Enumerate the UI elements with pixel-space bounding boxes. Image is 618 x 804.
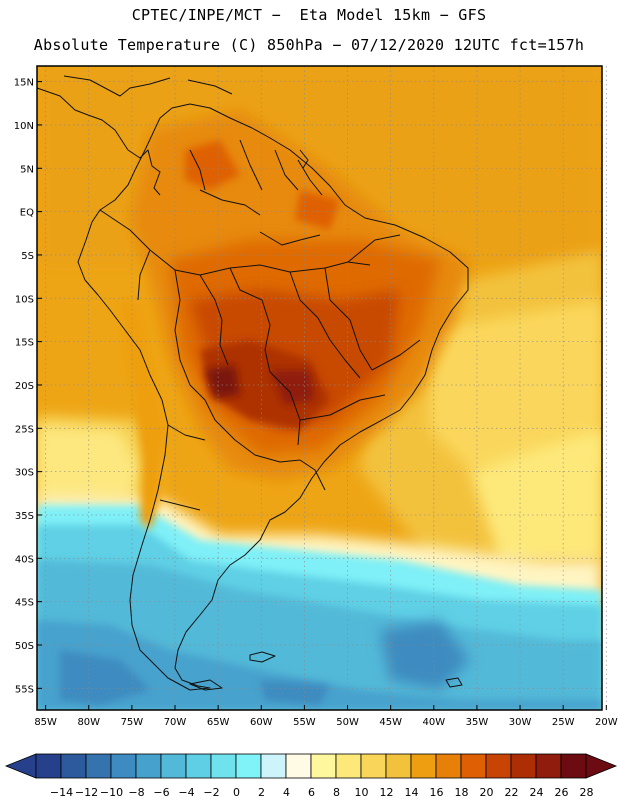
colorbar-box bbox=[385, 753, 412, 779]
colorbar-label: 24 bbox=[530, 786, 544, 799]
colorbar-label: 4 bbox=[283, 786, 290, 799]
lon-label: 20W bbox=[595, 717, 618, 728]
lon-label: 65W bbox=[207, 717, 230, 728]
lat-label: 10N bbox=[14, 121, 34, 132]
lon-label: 50W bbox=[336, 717, 359, 728]
lat-label: 20S bbox=[15, 381, 34, 392]
lon-label: 30W bbox=[509, 717, 532, 728]
lon-label: 40W bbox=[422, 717, 445, 728]
colorbar-label: 20 bbox=[480, 786, 494, 799]
colorbar-box bbox=[260, 753, 287, 779]
plot-frame bbox=[36, 65, 603, 711]
colorbar-label: 12 bbox=[380, 786, 394, 799]
lon-label: 85W bbox=[34, 717, 57, 728]
colorbar-box bbox=[160, 753, 187, 779]
lat-label: 25S bbox=[15, 424, 34, 435]
colorbar-box bbox=[85, 753, 112, 779]
colorbar-box bbox=[335, 753, 362, 779]
colorbar-box bbox=[210, 753, 237, 779]
colorbar-label: 6 bbox=[308, 786, 315, 799]
chart-title-line-2: Absolute Temperature (C) 850hPa − 07/12/… bbox=[33, 36, 585, 54]
colorbar-label: 16 bbox=[430, 786, 444, 799]
colorbar-box bbox=[510, 753, 537, 779]
colorbar-label: 10 bbox=[355, 786, 369, 799]
colorbar-label: 28 bbox=[580, 786, 594, 799]
colorbar-label: −8 bbox=[128, 786, 144, 799]
lat-label: 45S bbox=[15, 598, 34, 609]
colorbar-label: −14 bbox=[50, 786, 73, 799]
colorbar-box bbox=[185, 753, 212, 779]
colorbar-label: −6 bbox=[153, 786, 169, 799]
lat-label: 50S bbox=[15, 641, 34, 652]
lat-label: 30S bbox=[15, 468, 34, 479]
colorbar-box bbox=[135, 753, 162, 779]
colorbar-label: 14 bbox=[405, 786, 419, 799]
colorbar-box bbox=[535, 753, 562, 779]
colorbar-box bbox=[285, 753, 312, 779]
lon-label: 55W bbox=[293, 717, 316, 728]
lat-label: 5S bbox=[21, 251, 34, 262]
coastlines-and-borders bbox=[36, 75, 469, 691]
colorbar-box bbox=[560, 753, 587, 779]
lat-label: 35S bbox=[15, 511, 34, 522]
lat-label: 15S bbox=[15, 338, 34, 349]
lon-label: 60W bbox=[250, 717, 273, 728]
colorbar-label: −12 bbox=[75, 786, 98, 799]
colorbar-label: 18 bbox=[455, 786, 469, 799]
color-scale-legend: −14 −12 −10 −8 −6 −4 −2 0 2 4 6 8 10 12 14 16 18 20 22 24 26… bbox=[4, 753, 618, 799]
colorbar-label: 22 bbox=[505, 786, 519, 799]
colorbar-label: −2 bbox=[203, 786, 219, 799]
temperature-field bbox=[37, 66, 602, 710]
colorbar-box bbox=[435, 753, 462, 779]
lon-label: 35W bbox=[466, 717, 489, 728]
lat-label: 55S bbox=[15, 684, 34, 695]
colorbar-box bbox=[110, 753, 137, 779]
chart-title-line-1: CPTEC/INPE/MCT − Eta Model 15km − GFS bbox=[131, 6, 487, 24]
lat-label: 40S bbox=[15, 554, 34, 565]
lon-label: 80W bbox=[77, 717, 100, 728]
lon-label: 25W bbox=[552, 717, 575, 728]
latitude-labels: 15N 10N 5N EQ 5S 10S 15S 20S 25S 30S 35S 40S 45S 50S 5… bbox=[14, 78, 42, 695]
lon-label: 70W bbox=[164, 717, 187, 728]
colorbar-box bbox=[235, 753, 262, 779]
lat-label: 10S bbox=[15, 294, 34, 305]
colorbar-label: 2 bbox=[258, 786, 265, 799]
colorbar-max-arrow bbox=[585, 753, 618, 779]
colorbar-box bbox=[460, 753, 487, 779]
colorbar-box bbox=[60, 753, 87, 779]
colorbar-label: −10 bbox=[100, 786, 123, 799]
lon-label: 75W bbox=[121, 717, 144, 728]
longitude-labels: 85W 80W 75W 70W 65W 60W 55W 50W 45W 40W 35W 30W 25W 2… bbox=[34, 705, 618, 728]
colorbar-label: 8 bbox=[333, 786, 340, 799]
colorbar-box bbox=[35, 753, 62, 779]
lat-label: 15N bbox=[14, 78, 34, 89]
colorbar-box bbox=[310, 753, 337, 779]
colorbar-box bbox=[360, 753, 387, 779]
colorbar-label: 26 bbox=[555, 786, 569, 799]
colorbar-box bbox=[410, 753, 437, 779]
lat-label: 5N bbox=[20, 164, 34, 175]
colorbar-label: −4 bbox=[178, 786, 194, 799]
colorbar-label: 0 bbox=[233, 786, 240, 799]
colorbar-min-arrow bbox=[4, 753, 37, 779]
coordinate-grid bbox=[37, 66, 607, 710]
lat-label: EQ bbox=[20, 208, 34, 219]
lon-label: 45W bbox=[379, 717, 402, 728]
colorbar-box bbox=[485, 753, 512, 779]
